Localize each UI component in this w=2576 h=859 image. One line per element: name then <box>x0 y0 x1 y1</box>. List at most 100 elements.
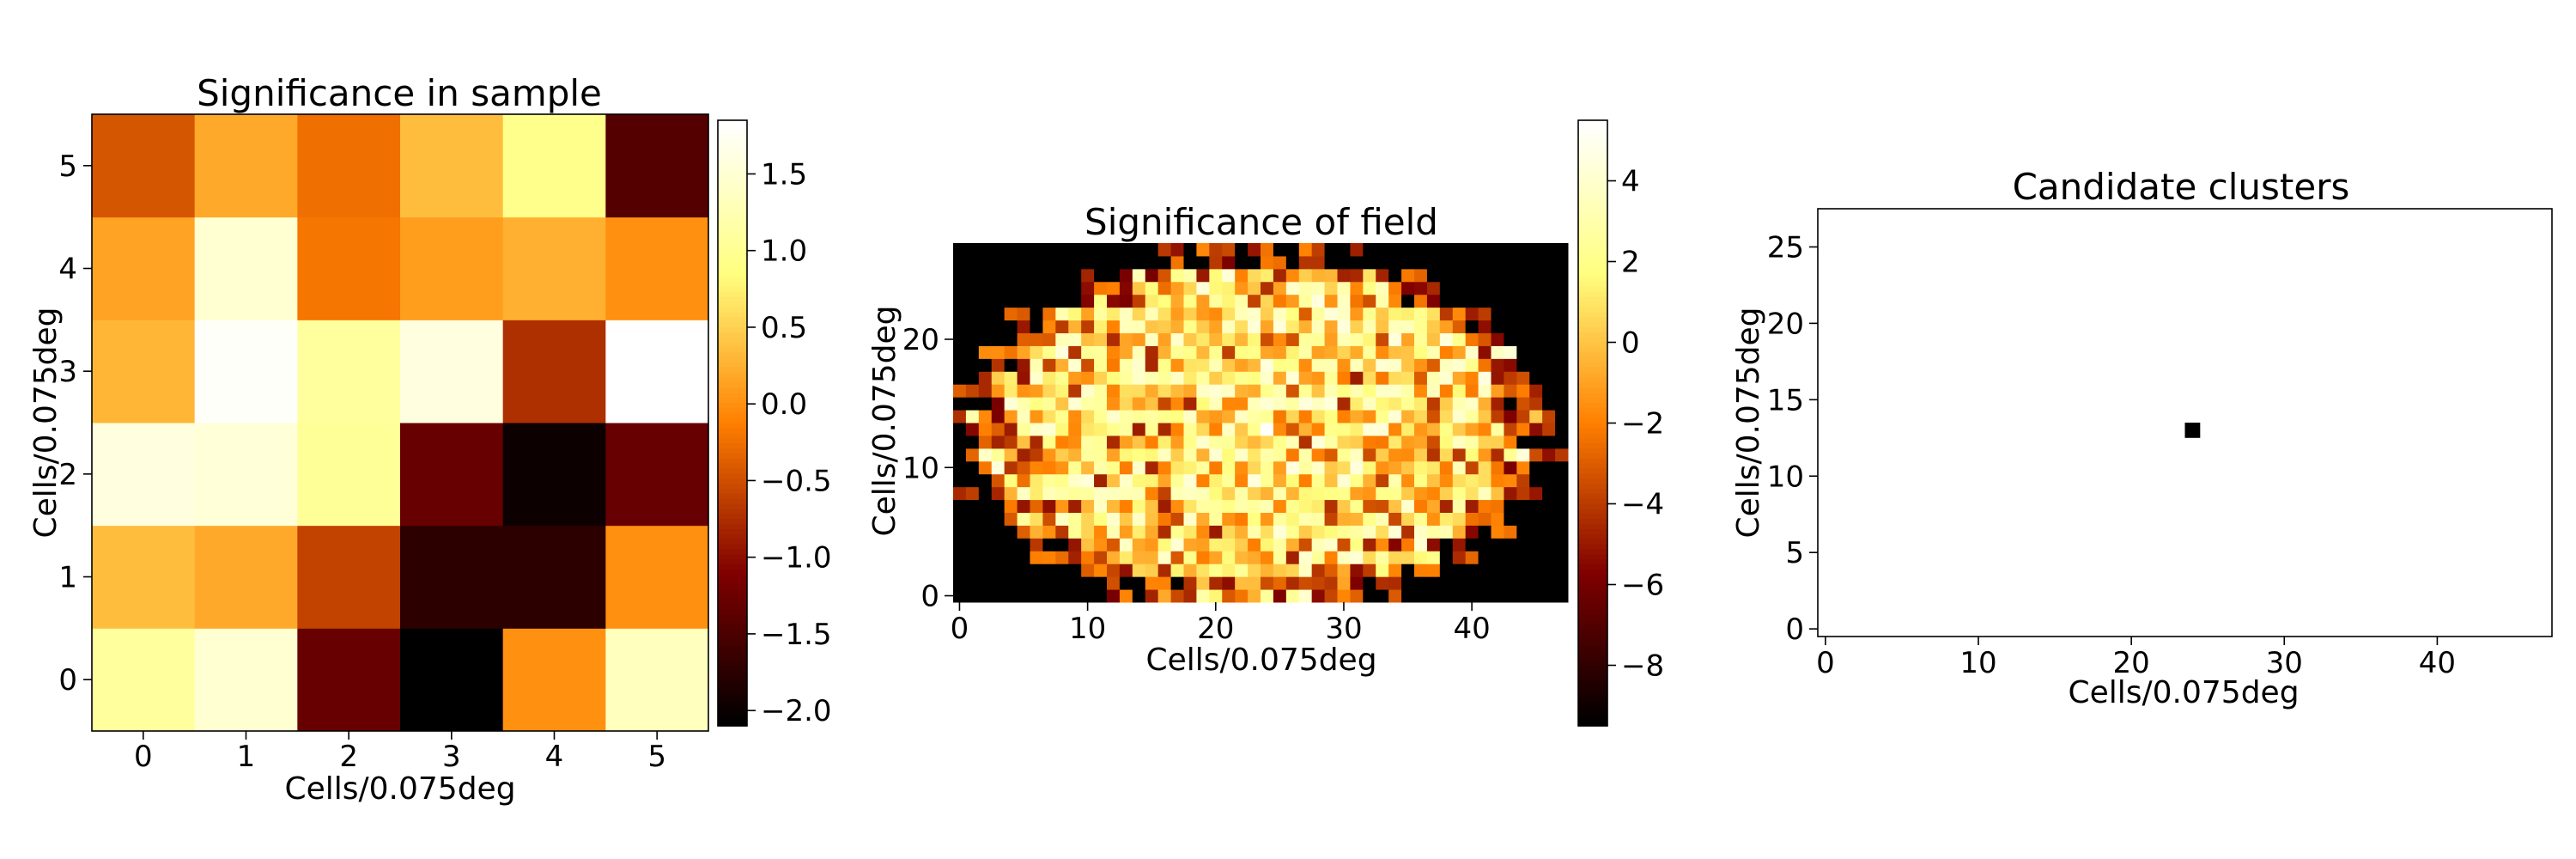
heatmap-cell <box>1081 332 1095 346</box>
heatmap-cell <box>1452 423 1467 436</box>
heatmap-cell <box>978 564 993 577</box>
colorbar-segment <box>1578 473 1607 479</box>
heatmap-cell <box>605 525 709 629</box>
heatmap-cell <box>1324 525 1338 539</box>
colorbar-segment <box>1578 261 1607 267</box>
x-axis-label: Cells/0.075deg <box>2068 675 2299 710</box>
heatmap-cell <box>1068 358 1082 372</box>
heatmap-cell <box>953 564 967 577</box>
heatmap-cell <box>1209 294 1223 308</box>
colorbar-tick-label: −0.5 <box>761 464 832 498</box>
heatmap-cell <box>1285 397 1300 411</box>
heatmap-cell <box>1209 448 1223 462</box>
heatmap-cell <box>1055 332 1069 346</box>
colorbar-segment <box>1578 150 1607 156</box>
heatmap-cell <box>1529 268 1543 283</box>
colorbar-segment <box>718 428 747 434</box>
heatmap-cell <box>1401 255 1415 270</box>
heatmap-cell <box>1170 358 1184 372</box>
heatmap-cell <box>1248 410 1261 423</box>
heatmap-cell <box>1363 576 1376 590</box>
heatmap-cell <box>1261 486 1274 501</box>
heatmap-cell <box>1324 307 1338 321</box>
x-tick-label: 40 <box>1453 612 1490 646</box>
heatmap-cell <box>1426 486 1441 501</box>
heatmap-cell <box>1261 538 1274 551</box>
heatmap-cell <box>1235 538 1249 551</box>
colorbar-segment <box>1578 433 1607 439</box>
heatmap-cell <box>1363 307 1376 321</box>
heatmap-cell <box>1324 332 1338 346</box>
heatmap-cell <box>1478 397 1492 411</box>
x-tick-label: 20 <box>1197 612 1234 646</box>
heatmap-cell <box>1055 564 1069 577</box>
colorbar-segment <box>1578 241 1607 247</box>
heatmap-cell <box>1542 564 1556 577</box>
heatmap-cell <box>991 358 1005 372</box>
heatmap-cell <box>1350 397 1364 411</box>
colorbar-segment <box>718 423 747 429</box>
heatmap-cell <box>1350 589 1364 603</box>
heatmap-cell <box>1542 243 1556 257</box>
colorbar-segment <box>1578 498 1607 505</box>
heatmap-cell <box>1452 525 1467 539</box>
heatmap-cell <box>1324 448 1338 462</box>
heatmap-cell <box>1055 499 1069 513</box>
heatmap-cell <box>1017 564 1030 577</box>
heatmap-cell <box>194 320 298 423</box>
heatmap-cell <box>1183 486 1197 501</box>
heatmap-cell <box>1324 281 1338 295</box>
heatmap-cell <box>1132 486 1146 501</box>
heatmap-cell <box>1196 255 1210 270</box>
heatmap-cell <box>1363 499 1376 513</box>
heatmap-cell <box>978 255 993 270</box>
heatmap-cell <box>1055 486 1069 501</box>
heatmap-cell <box>1235 294 1249 308</box>
heatmap-cell <box>1555 538 1569 551</box>
heatmap-cell <box>1337 358 1351 372</box>
heatmap-cell <box>1478 243 1492 257</box>
heatmap-cell <box>605 320 709 423</box>
heatmap-cell <box>1491 410 1504 423</box>
heatmap-cell <box>1081 268 1095 283</box>
heatmap-cell <box>1452 294 1467 308</box>
heatmap-cell <box>1542 576 1556 590</box>
heatmap-cell <box>1376 320 1389 333</box>
heatmap-cell <box>1491 332 1504 346</box>
heatmap-cell <box>1042 384 1056 398</box>
heatmap-cell <box>1209 589 1223 603</box>
heatmap-cell <box>1478 345 1492 359</box>
heatmap-cell <box>991 486 1005 501</box>
colorbar-segment <box>718 266 747 272</box>
heatmap-cell <box>1273 551 1287 564</box>
colorbar-segment <box>1578 286 1607 293</box>
colorbar-segment <box>1578 478 1607 484</box>
heatmap-cell <box>1388 358 1402 372</box>
heatmap-cell <box>1452 435 1467 449</box>
heatmap-cell <box>1388 525 1402 539</box>
heatmap-cell <box>1388 564 1402 577</box>
heatmap-cell <box>1426 281 1441 295</box>
heatmap-cell <box>194 628 298 732</box>
heatmap-cell <box>1363 460 1376 475</box>
heatmap-cell <box>1350 486 1364 501</box>
heatmap-cell <box>1311 332 1326 346</box>
heatmap-cell <box>1042 397 1056 411</box>
colorbar-segment <box>718 352 747 358</box>
heatmap-cell <box>1504 397 1517 411</box>
heatmap-cell <box>1068 345 1082 359</box>
colorbar-segment <box>718 685 747 691</box>
colorbar-segment <box>718 277 747 283</box>
colorbar-segment <box>718 614 747 621</box>
heatmap-cell <box>1491 576 1504 590</box>
heatmap-cell <box>1542 294 1556 308</box>
heatmap-cell <box>1465 525 1479 539</box>
heatmap-cell <box>1516 460 1530 475</box>
heatmap-cell <box>1376 551 1389 564</box>
heatmap-cell <box>1222 512 1236 526</box>
heatmap-cell <box>1119 320 1133 333</box>
heatmap-cell <box>1170 268 1184 283</box>
colorbar-segment <box>1578 246 1607 253</box>
x-axis-ticks: 0 10 20 30 40 <box>951 602 1491 646</box>
colorbar-segment <box>1578 533 1607 540</box>
